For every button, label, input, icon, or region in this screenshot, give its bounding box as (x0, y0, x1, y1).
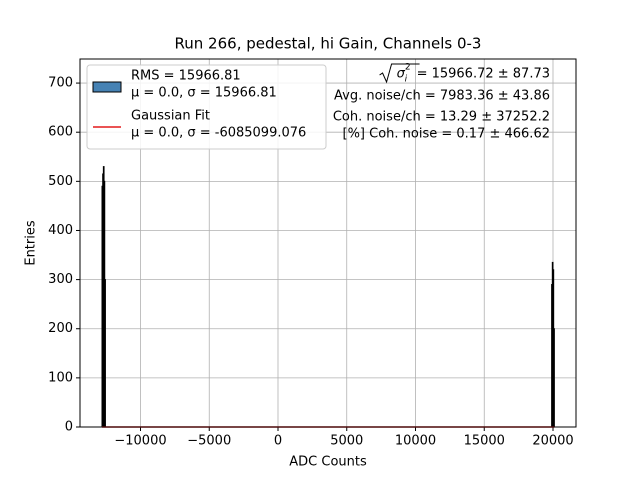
legend-label: RMS = 15966.81 (131, 69, 241, 84)
legend-label: μ = 0.0, σ = -6085099.076 (131, 126, 306, 141)
legend: RMS = 15966.81 μ = 0.0, σ = 15966.81 Gauss… (86, 64, 327, 150)
annotation-sub: i (405, 75, 408, 85)
annotation: Avg. noise/ch = 7983.36 ± 43.86 (334, 89, 550, 104)
y-tick-label: 200 (48, 321, 73, 336)
annotation: Coh. noise/ch = 13.29 ± 37252.2 (333, 110, 550, 125)
y-tick-label: 300 (48, 272, 73, 287)
x-tick-label: 0 (274, 434, 282, 449)
annotation-symbol: σ (397, 67, 406, 82)
y-tick-label: 700 (48, 76, 73, 91)
sqrt-sign (379, 63, 420, 84)
x-tick-label: 5000 (330, 434, 363, 449)
histogram-bar (553, 328, 555, 428)
chart-title: Run 266, pedestal, hi Gain, Channels 0-3 (175, 35, 482, 53)
y-tick-label: 0 (65, 420, 73, 435)
y-tick-label: 100 (48, 370, 73, 385)
annotation: [%] Coh. noise = 0.17 ± 466.62 (343, 127, 551, 142)
legend-box (86, 64, 327, 150)
annotation: = 15966.72 ± 87.73 (417, 67, 550, 82)
y-tick-label: 400 (48, 223, 73, 238)
x-tick-label: 20000 (532, 434, 573, 449)
legend-label: μ = 0.0, σ = 15966.81 (131, 86, 277, 101)
x-tick-label: 10000 (395, 434, 436, 449)
x-axis-label: ADC Counts (289, 455, 367, 470)
histogram-bar (104, 279, 106, 428)
legend-swatch (92, 81, 122, 93)
plot-frame (79, 58, 577, 428)
x-tick-label: −5000 (187, 434, 231, 449)
x-tick-label: −10000 (114, 434, 166, 449)
y-tick-label: 600 (48, 125, 73, 140)
y-axis-label: Entries (24, 220, 39, 266)
x-tick-label: 15000 (464, 434, 505, 449)
legend-label: Gaussian Fit (131, 109, 210, 124)
y-tick-label: 500 (48, 174, 73, 189)
annotation-sup: 2 (405, 63, 411, 73)
